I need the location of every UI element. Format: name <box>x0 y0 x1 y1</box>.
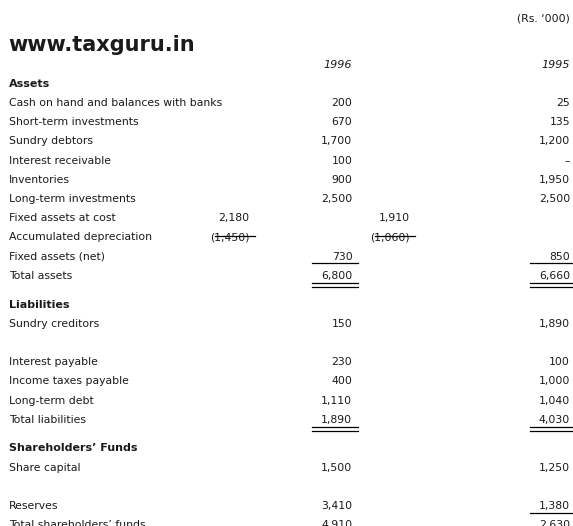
Text: –: – <box>564 156 570 166</box>
Text: 1,040: 1,040 <box>539 396 570 406</box>
Text: Cash on hand and balances with banks: Cash on hand and balances with banks <box>9 98 222 108</box>
Text: 1,890: 1,890 <box>321 414 352 425</box>
Text: 670: 670 <box>332 117 352 127</box>
Text: 900: 900 <box>332 175 352 185</box>
Text: 1,500: 1,500 <box>321 462 352 473</box>
Text: Total liabilities: Total liabilities <box>9 414 85 425</box>
Text: Income taxes payable: Income taxes payable <box>9 376 128 387</box>
Text: Assets: Assets <box>9 79 50 89</box>
Text: Inventories: Inventories <box>9 175 69 185</box>
Text: 2,500: 2,500 <box>539 194 570 204</box>
Text: 1,110: 1,110 <box>321 396 352 406</box>
Text: 150: 150 <box>332 319 352 329</box>
Text: Share capital: Share capital <box>9 462 80 473</box>
Text: 6,800: 6,800 <box>321 271 352 281</box>
Text: 400: 400 <box>332 376 352 387</box>
Text: 4,910: 4,910 <box>321 520 352 526</box>
Text: 1,000: 1,000 <box>539 376 570 387</box>
Text: 1,700: 1,700 <box>321 137 352 147</box>
Text: 4,030: 4,030 <box>539 414 570 425</box>
Text: 100: 100 <box>550 357 570 367</box>
Text: Shareholders’ Funds: Shareholders’ Funds <box>9 443 137 453</box>
Text: Interest payable: Interest payable <box>9 357 97 367</box>
Text: 1,250: 1,250 <box>539 462 570 473</box>
Text: (Rs. ‘000): (Rs. ‘000) <box>517 13 570 23</box>
Text: Sundry debtors: Sundry debtors <box>9 137 93 147</box>
Text: 1996: 1996 <box>324 60 352 70</box>
Text: 1,380: 1,380 <box>539 501 570 511</box>
Text: Sundry creditors: Sundry creditors <box>9 319 99 329</box>
Text: Long-term investments: Long-term investments <box>9 194 135 204</box>
Text: 2,630: 2,630 <box>539 520 570 526</box>
Text: Interest receivable: Interest receivable <box>9 156 111 166</box>
Text: 3,410: 3,410 <box>321 501 352 511</box>
Text: 100: 100 <box>332 156 352 166</box>
Text: 1,910: 1,910 <box>379 214 410 224</box>
Text: 1,950: 1,950 <box>539 175 570 185</box>
Text: Short-term investments: Short-term investments <box>9 117 138 127</box>
Text: (1,060): (1,060) <box>370 232 410 242</box>
Text: 1,890: 1,890 <box>539 319 570 329</box>
Text: 135: 135 <box>550 117 570 127</box>
Text: Reserves: Reserves <box>9 501 58 511</box>
Text: 2,180: 2,180 <box>218 214 249 224</box>
Text: Long-term debt: Long-term debt <box>9 396 93 406</box>
Text: 25: 25 <box>556 98 570 108</box>
Text: 200: 200 <box>332 98 352 108</box>
Text: 1,200: 1,200 <box>539 137 570 147</box>
Text: 230: 230 <box>332 357 352 367</box>
Text: Fixed assets at cost: Fixed assets at cost <box>9 214 115 224</box>
Text: (1,450): (1,450) <box>210 232 249 242</box>
Text: Total shareholders’ funds: Total shareholders’ funds <box>9 520 145 526</box>
Text: www.taxguru.in: www.taxguru.in <box>9 35 195 55</box>
Text: 6,660: 6,660 <box>539 271 570 281</box>
Text: 730: 730 <box>332 251 352 262</box>
Text: Total assets: Total assets <box>9 271 72 281</box>
Text: 2,500: 2,500 <box>321 194 352 204</box>
Text: 1995: 1995 <box>541 60 570 70</box>
Text: Accumulated depreciation: Accumulated depreciation <box>9 232 152 242</box>
Text: Liabilities: Liabilities <box>9 299 69 310</box>
Text: Fixed assets (net): Fixed assets (net) <box>9 251 105 262</box>
Text: 850: 850 <box>550 251 570 262</box>
